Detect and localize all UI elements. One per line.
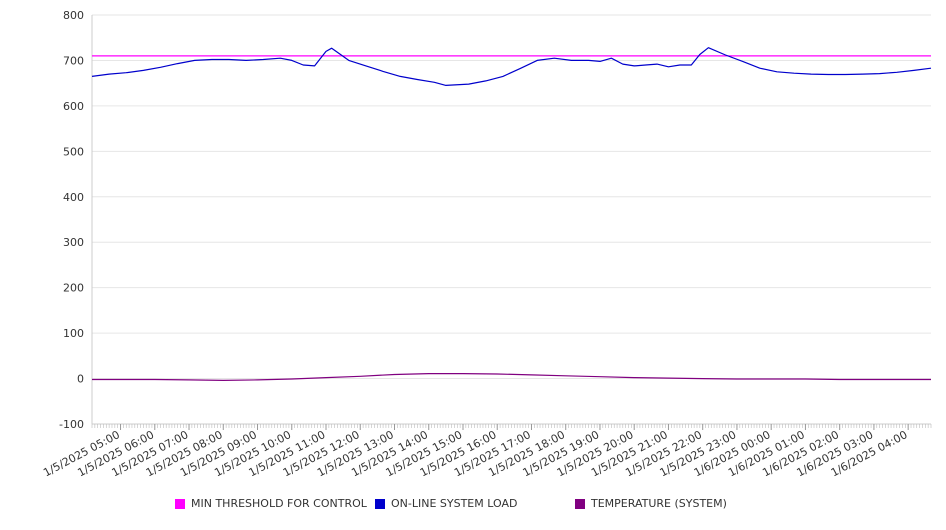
grid [92, 14, 931, 425]
legend-label: MIN THRESHOLD FOR CONTROL [191, 497, 367, 510]
y-tick-labels: -100 0 100 200 300 400 500 600 700 800 [59, 9, 84, 431]
legend-item[interactable]: ON-LINE SYSTEM LOAD [375, 497, 517, 510]
y-tick-label: 500 [63, 145, 84, 158]
y-tick-label: 600 [63, 100, 84, 113]
series-line-2 [91, 47, 932, 87]
y-tick-label: 100 [63, 327, 84, 340]
y-tick-label: 300 [63, 236, 84, 249]
y-tick-label: -100 [59, 418, 84, 431]
legend: MIN THRESHOLD FOR CONTROL ON-LINE SYSTEM … [0, 497, 946, 517]
y-tick-label: 800 [63, 9, 84, 22]
legend-swatch [375, 498, 385, 509]
y-tick-label: 700 [63, 54, 84, 67]
legend-swatch [175, 498, 185, 509]
legend-label: ON-LINE SYSTEM LOAD [391, 497, 518, 510]
series-line-3 [92, 373, 931, 381]
y-tick-label: 0 [77, 373, 84, 386]
axes [91, 15, 932, 430]
legend-label: TEMPERATURE (SYSTEM) [591, 497, 727, 510]
x-tick-labels: 1/5/2025 05:001/5/2025 06:001/5/2025 07:… [41, 428, 909, 479]
y-tick-label: 400 [63, 191, 84, 204]
series-lines [91, 47, 932, 381]
y-tick-label: 200 [63, 282, 84, 295]
legend-item[interactable]: MIN THRESHOLD FOR CONTROL [175, 497, 367, 510]
legend-item[interactable]: TEMPERATURE (SYSTEM) [575, 497, 727, 510]
legend-swatch [575, 498, 585, 509]
